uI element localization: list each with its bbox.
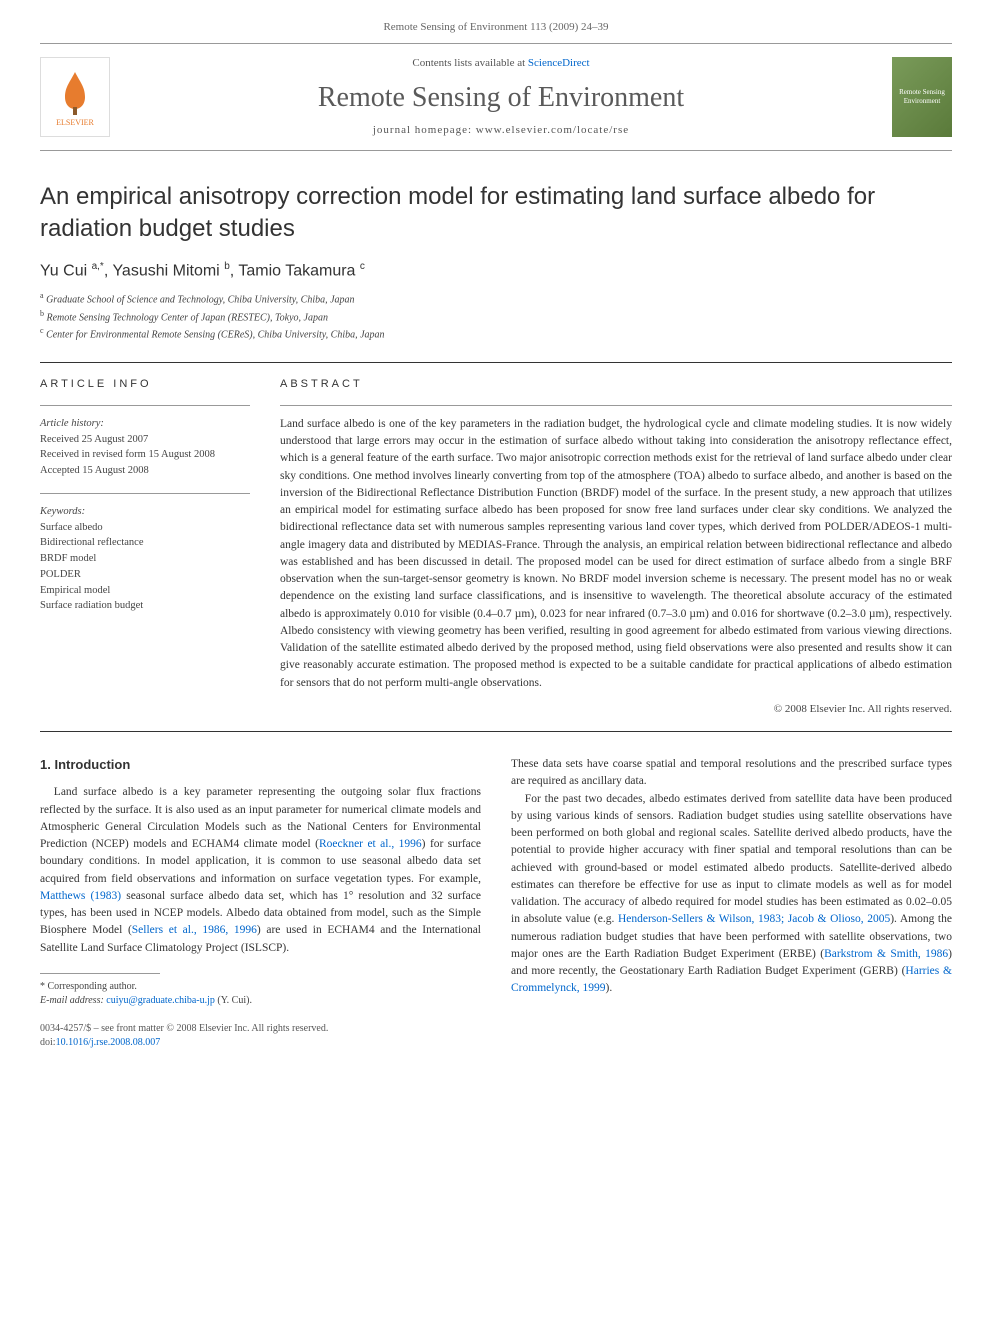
corresponding-author-footnote: * Corresponding author. E-mail address: … [40,980,481,1008]
ref-henderson-jacob[interactable]: Henderson-Sellers & Wilson, 1983; Jacob … [618,913,890,925]
running-head: Remote Sensing of Environment 113 (2009)… [40,20,952,35]
article-info-heading: article info [40,377,250,392]
footer-issn-doi: 0034-4257/$ – see front matter © 2008 El… [40,1022,481,1050]
article-info-column: article info Article history: Received 2… [40,377,250,717]
author-2: Yasushi Mitomi [112,262,219,279]
contents-lists-line: Contents lists available at ScienceDirec… [110,56,892,71]
author-3-aff: c [360,261,365,272]
author-1: Yu Cui [40,262,87,279]
abstract-text: Land surface albedo is one of the key pa… [280,416,952,692]
ref-sellers-1986-1996[interactable]: Sellers et al., 1986, 1996 [132,924,257,936]
journal-cover-thumbnail: Remote Sensing Environment [892,57,952,137]
corr-author-label: * Corresponding author. [40,980,481,994]
info-rule [40,405,250,406]
affiliation-b: b Remote Sensing Technology Center of Ja… [40,308,952,325]
corr-author-email-line: E-mail address: cuiyu@graduate.chiba-u.j… [40,994,481,1008]
author-2-aff: b [224,261,230,272]
keywords-block: Keywords: Surface albedo Bidirectional r… [40,504,250,614]
corr-author-email-link[interactable]: cuiyu@graduate.chiba-u.jp [106,995,215,1006]
history-revised: Received in revised form 15 August 2008 [40,447,250,463]
email-label: E-mail address: [40,995,104,1006]
affiliation-a: a Graduate School of Science and Technol… [40,290,952,307]
journal-banner: ELSEVIER Contents lists available at Sci… [40,43,952,151]
abstract-copyright: © 2008 Elsevier Inc. All rights reserved… [280,702,952,717]
info-rule-2 [40,493,250,494]
footnote-rule [40,973,160,974]
keyword-2: Bidirectional reflectance [40,535,250,551]
ref-matthews-1983[interactable]: Matthews (1983) [40,890,121,902]
sciencedirect-link[interactable]: ScienceDirect [528,57,590,69]
issn-line: 0034-4257/$ – see front matter © 2008 El… [40,1022,481,1036]
doi-line: doi:10.1016/j.rse.2008.08.007 [40,1036,481,1050]
contents-lists-text: Contents lists available at [412,57,527,69]
info-abstract-row: article info Article history: Received 2… [40,362,952,732]
intro-para-1-cont: These data sets have coarse spatial and … [511,756,952,791]
email-who: (Y. Cui). [217,995,252,1006]
intro-para-1: Land surface albedo is a key parameter r… [40,784,481,957]
ref-roeckner-1996[interactable]: Roeckner et al., 1996 [319,838,422,850]
article-history: Article history: Received 25 August 2007… [40,416,250,479]
doi-link[interactable]: 10.1016/j.rse.2008.08.007 [56,1037,161,1048]
keyword-6: Surface radiation budget [40,598,250,614]
banner-center: Contents lists available at ScienceDirec… [110,56,892,138]
section-title: Introduction [54,757,130,772]
journal-homepage-line: journal homepage: www.elsevier.com/locat… [110,123,892,138]
keyword-4: POLDER [40,567,250,583]
affiliations: a Graduate School of Science and Technol… [40,290,952,342]
history-accepted: Accepted 15 August 2008 [40,463,250,479]
author-list: Yu Cui a,*, Yasushi Mitomi b, Tamio Taka… [40,260,952,283]
journal-name: Remote Sensing of Environment [110,78,892,117]
section-1-heading: 1. Introduction [40,756,481,774]
homepage-url: www.elsevier.com/locate/rse [476,124,629,136]
ref-barkstrom-1986[interactable]: Barkstrom & Smith, 1986 [824,948,948,960]
author-1-aff: a,* [92,261,104,272]
keyword-5: Empirical model [40,583,250,599]
abstract-column: abstract Land surface albedo is one of t… [280,377,952,717]
elsevier-tree-icon [50,67,100,117]
homepage-label: journal homepage: [373,124,476,136]
body-column-left: 1. Introduction Land surface albedo is a… [40,756,481,1050]
intro-para-2: For the past two decades, albedo estimat… [511,791,952,998]
article-title: An empirical anisotropy correction model… [40,181,952,243]
cover-text: Remote Sensing Environment [896,88,948,108]
keyword-3: BRDF model [40,551,250,567]
abstract-heading: abstract [280,377,952,392]
affiliation-c: c Center for Environmental Remote Sensin… [40,325,952,342]
section-number: 1. [40,757,51,772]
keyword-1: Surface albedo [40,520,250,536]
history-label: Article history: [40,416,250,432]
elsevier-logo: ELSEVIER [40,57,110,137]
abstract-rule [280,405,952,406]
elsevier-logo-text: ELSEVIER [56,117,94,128]
body-two-column: 1. Introduction Land surface albedo is a… [40,756,952,1050]
body-column-right: These data sets have coarse spatial and … [511,756,952,1050]
history-received: Received 25 August 2007 [40,432,250,448]
author-3: Tamio Takamura [238,262,355,279]
keywords-label: Keywords: [40,504,250,520]
